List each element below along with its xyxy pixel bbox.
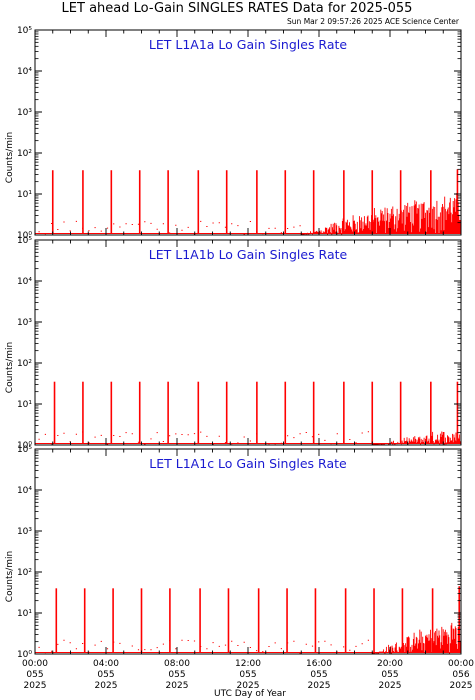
- x-tick-year: 2025: [379, 681, 402, 691]
- x-axis-label: UTC Day of Year: [214, 689, 286, 699]
- y-tick-label: 10⁴: [17, 67, 32, 77]
- y-tick-label: 10¹: [17, 190, 32, 200]
- panel-1: 10⁰ 10¹ 10² 10³ 10⁴ 10⁵ LET L1A1a Lo Gain Sing…: [5, 26, 462, 241]
- y-tick-label: 10²: [17, 359, 32, 369]
- panel-title: LET L1A1b Lo Gain Singles Rate: [149, 247, 348, 262]
- panel-title: LET L1A1c Lo Gain Singles Rate: [149, 456, 347, 471]
- x-tick-time: 12:00: [235, 659, 261, 669]
- chart-panels: 10⁰ 10¹ 10² 10³ 10⁴ 10⁵ LET L1A1a Lo Gain Sing…: [5, 26, 474, 691]
- x-tick-doy: 055: [310, 670, 327, 680]
- y-axis-label: Counts/min: [5, 551, 15, 602]
- x-tick-doy: 056: [452, 670, 469, 680]
- panel-3: 10⁰ 10¹ 10² 10³ 10⁴ 10⁵ LET L1A1c Lo Gain Sing…: [5, 445, 474, 691]
- x-tick-doy: 055: [168, 670, 185, 680]
- y-tick-label: 10¹: [17, 609, 32, 619]
- x-tick-time: 16:00: [306, 659, 332, 669]
- panel-title: LET L1A1a Lo Gain Singles Rate: [149, 37, 347, 52]
- noise-trace: [371, 430, 462, 445]
- y-tick-label: 10⁴: [17, 277, 32, 287]
- figure-title: LET ahead Lo-Gain SINGLES RATES Data for…: [62, 1, 413, 16]
- y-tick-label: 10³: [17, 108, 32, 118]
- x-tick-doy: 055: [97, 670, 114, 680]
- y-axis-label: Counts/min: [5, 132, 15, 183]
- x-tick-time: 00:00: [448, 659, 474, 669]
- y-tick-label: 10²: [17, 568, 32, 578]
- y-tick-label: 10⁰: [17, 231, 32, 241]
- x-tick-time: 00:00: [22, 659, 48, 669]
- y-tick-label: 10²: [17, 149, 32, 159]
- x-tick-doy: 055: [381, 670, 398, 680]
- plot-frame: [34, 239, 462, 446]
- y-tick-label: 10³: [17, 318, 32, 328]
- y-tick-label: 10⁴: [17, 486, 32, 496]
- panel-2: 10⁰ 10¹ 10² 10³ 10⁴ 10⁵ LET L1A1b Lo Gain Sing…: [5, 236, 462, 451]
- plot-frame: [34, 29, 462, 236]
- x-tick-year: 2025: [237, 681, 260, 691]
- x-tick-year: 2025: [95, 681, 118, 691]
- y-tick-label: 10⁵: [17, 445, 32, 455]
- plot-frame: [34, 448, 462, 655]
- y-axis-label: Counts/min: [5, 342, 15, 393]
- noise-trace: [371, 622, 462, 654]
- y-tick-label: 10⁰: [17, 441, 32, 451]
- y-tick-label: 10¹: [17, 400, 32, 410]
- x-tick-doy: 055: [239, 670, 256, 680]
- x-tick-time: 20:00: [377, 659, 403, 669]
- x-tick-year: 2025: [166, 681, 189, 691]
- x-tick-doy: 055: [26, 670, 43, 680]
- noise-trace: [300, 193, 462, 235]
- x-tick-year: 2025: [450, 681, 473, 691]
- x-tick-time: 04:00: [93, 659, 119, 669]
- y-tick-label: 10⁵: [17, 236, 32, 246]
- y-tick-label: 10⁰: [17, 650, 32, 660]
- y-tick-label: 10⁵: [17, 26, 32, 36]
- generation-timestamp: Sun Mar 2 09:57:26 2025 ACE Science Cent…: [287, 17, 460, 26]
- x-tick-year: 2025: [24, 681, 47, 691]
- x-tick-year: 2025: [308, 681, 331, 691]
- low-level-points: [38, 220, 301, 236]
- y-tick-label: 10³: [17, 527, 32, 537]
- x-tick-time: 08:00: [164, 659, 190, 669]
